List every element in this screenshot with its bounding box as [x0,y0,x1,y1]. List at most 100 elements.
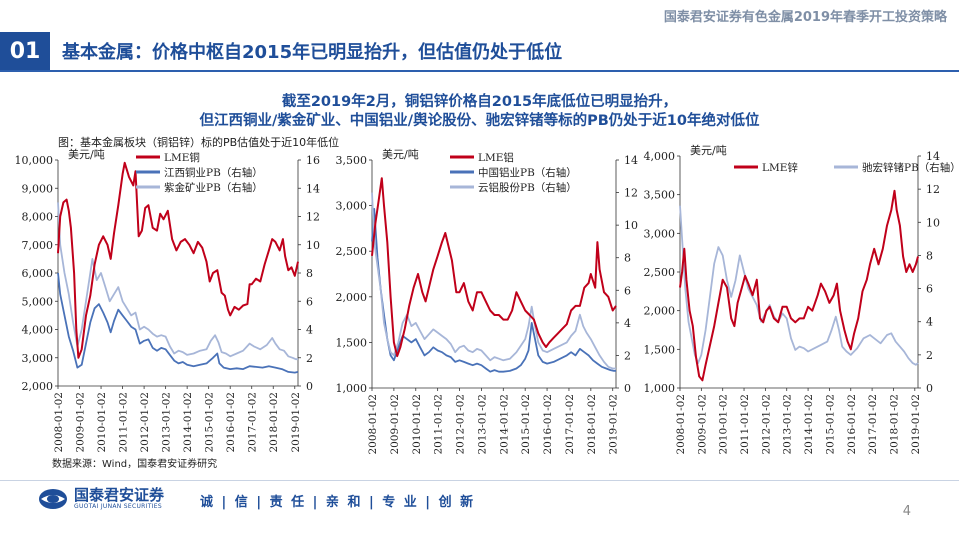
right-tick-label: 2 [306,352,313,365]
right-tick-label: 8 [306,267,313,280]
x-tick-label: 2018-01-02 [888,394,900,454]
x-tick-label: 2011-01-02 [739,394,751,454]
x-tick-label: 2010-01-02 [411,394,423,454]
left-tick-label: 1,000 [644,382,676,395]
company-logo: 国泰君安证券 GUOTAI JUNAN SECURITIES [38,487,164,510]
right-tick-label: 14 [624,154,638,167]
left-tick-label: 2,000 [336,291,368,304]
x-tick-label: 2016-01-02 [846,394,858,454]
unit-label: 美元/吨 [68,148,105,161]
left-tick-label: 2,000 [644,305,676,318]
legend-label-2: 云铝股份PB（右轴） [478,181,577,194]
legend-label-0: LME铜 [164,152,200,164]
x-tick-label: 2016-01-02 [225,392,237,453]
left-tick-label: 7,000 [22,239,54,252]
right-tick-label: 14 [306,182,320,195]
section-badge: 01 [0,32,50,70]
left-tick-label: 2,500 [336,245,368,258]
aluminum-chart: 1,000 1,500 2,000 2,500 3,000 3,500 0 2 4 6 8 10 12 1… [336,148,639,454]
x-tick-label: 2013-01-02 [782,394,794,454]
x-tick-label: 2019-01-02 [290,392,302,453]
series-line-1 [57,272,299,374]
left-tick-label: 5,000 [22,295,54,308]
left-tick-label: 1,500 [644,343,676,356]
left-tick-label: 1,000 [336,382,368,395]
data-source: 数据来源：Wind，国泰君安证券研究 [52,459,218,470]
right-tick-label: 12 [926,183,940,196]
right-tick-label: 8 [624,252,631,265]
right-tick-label: 10 [926,216,940,229]
left-tick-label: 3,000 [22,352,54,365]
header-rule [0,70,959,72]
right-tick-label: 10 [306,239,320,252]
unit-label: 美元/吨 [382,148,419,161]
footer-rule [0,480,959,481]
page-number: 4 [902,504,911,519]
right-tick-label: 6 [926,283,933,296]
left-tick-label: 4,000 [644,150,676,163]
left-tick-label: 3,000 [644,227,676,240]
figure-caption: 图：基本金属板块（铜铝锌）标的PB估值处于近10年低位 [58,136,340,149]
series-line-1 [679,205,919,366]
right-tick-label: 0 [926,382,933,395]
x-tick-label: 2017-01-02 [867,394,879,454]
right-tick-label: 10 [624,219,638,232]
right-tick-label: 6 [624,284,631,297]
legend-label-2: 紫金矿业PB（右轴） [164,181,263,194]
x-tick-label: 2015-01-02 [520,394,532,454]
right-tick-label: 0 [306,380,313,393]
left-tick-label: 3,500 [644,189,676,202]
left-tick-label: 8,000 [22,211,54,224]
right-tick-label: 0 [624,382,631,395]
right-tick-label: 12 [624,187,638,200]
x-tick-label: 2013-01-02 [161,392,173,453]
left-tick-label: 10,000 [15,154,54,167]
x-tick-label: 2016-01-02 [542,394,554,454]
series-line-0 [679,189,919,382]
left-tick-label: 2,000 [22,380,54,393]
series-line-1 [371,208,616,373]
copper-chart: 2,000 3,000 4,000 5,000 6,000 7,000 8,000 9,000… [15,148,321,453]
right-tick-label: 12 [306,211,320,224]
x-tick-label: 2013-01-02 [476,394,488,454]
right-tick-label: 14 [926,150,940,163]
right-tick-label: 4 [306,324,313,337]
left-tick-label: 1,500 [336,336,368,349]
right-tick-label: 16 [306,154,320,167]
x-tick-label: 2009-01-02 [696,394,708,454]
right-tick-label: 8 [926,249,933,262]
x-tick-label: 2011-01-02 [433,394,445,454]
logo-text-cn: 国泰君安证券 [74,486,165,504]
x-tick-label: 2008-01-02 [53,392,65,453]
left-tick-label: 4,000 [22,324,54,337]
series-line-0 [57,161,299,359]
left-tick-label: 3,500 [336,154,368,167]
x-tick-label: 2014-01-02 [498,394,510,454]
subtitle-line-1: 截至2019年2月，铜铝锌价格自2015年底低位已明显抬升， [281,94,678,110]
x-tick-label: 2009-01-02 [75,392,87,453]
x-tick-label: 2010-01-02 [718,394,730,454]
x-tick-label: 2014-01-02 [182,392,194,453]
x-tick-label: 2015-01-02 [824,394,836,454]
page-headline: 基本金属：价格中枢自2015年已明显抬升，但估值仍处于低位 [62,42,563,63]
left-tick-label: 9,000 [22,182,54,195]
x-tick-label: 2014-01-02 [803,394,815,454]
right-tick-label: 2 [624,349,631,362]
logo-mark-icon [39,488,67,509]
series-line-0 [371,177,617,358]
legend-label-0: LME锌 [762,161,798,174]
left-tick-label: 2,500 [644,266,676,279]
right-tick-label: 4 [624,317,631,330]
legend-label-1: 中国铝业PB（右轴） [478,166,577,179]
zinc-chart: 1,000 1,500 2,000 2,500 3,000 3,500 4,000 0 2 4 6 8… [644,144,955,454]
subtitle-line-2: 但江西铜业/紫金矿业、中国铝业/舆论股份、驰宏锌锗等标的PB仍处于近10年绝对低… [199,113,760,129]
series-line-2 [57,202,298,361]
right-tick-label: 4 [926,316,933,329]
x-tick-label: 2015-01-02 [204,392,216,453]
x-tick-label: 2012-01-02 [760,394,772,454]
x-tick-label: 2012-01-02 [139,392,151,453]
series-line-2 [371,192,616,370]
right-tick-label: 2 [926,349,933,362]
x-tick-label: 2017-01-02 [247,392,259,453]
x-tick-label: 2012-01-02 [455,394,467,454]
